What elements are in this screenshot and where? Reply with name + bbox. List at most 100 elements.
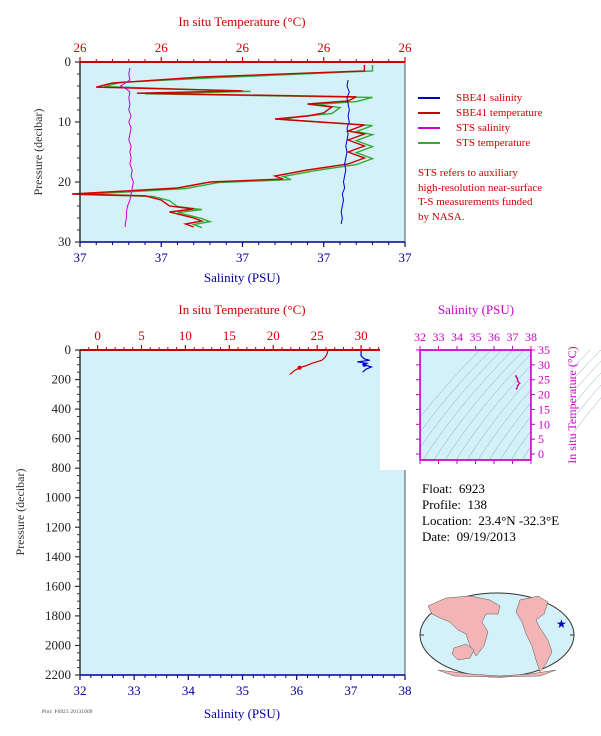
ts-salinity-tick-label: 35: [470, 330, 482, 344]
legend: SBE41 salinity SBE41 temperature STS salin…: [418, 91, 542, 151]
bottom-temperature-tick-label: 25: [311, 328, 324, 343]
note-line: high-resolution near-surface: [418, 181, 543, 194]
ts-salinity-tick-label: 37: [507, 330, 519, 344]
bottom-salinity-tick-label: 38: [399, 683, 412, 698]
ts-temperature-tick-label: 0: [538, 447, 544, 461]
bottom-salinity-tick-label: 33: [128, 683, 141, 698]
ts-density-contour: [444, 349, 536, 461]
top-series-sts-salinity: [119, 67, 134, 227]
top-pressure-axis-title: Pressure (decibar): [31, 109, 45, 196]
float-value: 6923: [458, 481, 485, 496]
float-info: Float: 6923 Profile: 138 Location: 23.4°…: [422, 481, 559, 545]
ts-point: [516, 377, 519, 380]
bottom-salinity-tick-label: 36: [290, 683, 304, 698]
bottom-pressure-tick-label: 1000: [45, 490, 71, 505]
legend-label: STS salinity: [456, 122, 511, 134]
bottom-salinity-tick-label: 32: [74, 683, 87, 698]
top-salinity-tick-label: 37: [155, 250, 169, 265]
legend-label: SBE41 salinity: [456, 92, 523, 104]
ts-salinity-tick-label: 34: [451, 330, 463, 344]
float-location-star: ★: [556, 617, 567, 631]
legend-item: SBE41 salinity: [418, 91, 542, 106]
bottom-axes-group: 0510152025303532333435363738020040060080…: [45, 328, 412, 698]
ts-plot-area: [419, 349, 532, 461]
top-pressure-tick-label: 0: [65, 54, 72, 69]
ts-temperature-tick-label: 25: [538, 373, 550, 387]
top-series-group: [71, 65, 376, 229]
bottom-salinity-tick-label: 34: [182, 683, 196, 698]
ts-temperature-tick-label: 35: [538, 343, 550, 357]
bottom-temperature-tick-label: 15: [223, 328, 236, 343]
top-temperature-axis-title: In situ Temperature (°C): [178, 14, 305, 29]
ts-salinity-tick-label: 38: [525, 330, 537, 344]
bottom-pressure-tick-label: 2000: [45, 637, 71, 652]
ts-salinity-tick-label: 33: [433, 330, 445, 344]
ts-salinity-tick-label: 32: [414, 330, 426, 344]
ts-density-contour: [422, 349, 514, 461]
full-profile-chart: 0510152025303532333435363738020040060080…: [13, 302, 412, 721]
profile-row: Profile: 138: [422, 497, 559, 513]
top-salinity-axis-title: Salinity (PSU): [204, 270, 280, 285]
near-surface-profile-chart: 26 26 26 26 26 37 37 37 37 37 0 10 20 30 In situ Temp…: [31, 14, 412, 285]
ts-point: [515, 375, 518, 378]
legend-swatch: [418, 97, 440, 100]
top-salinity-tick-label: 37: [399, 250, 413, 265]
ts-salinity-tick-label: 36: [488, 330, 500, 344]
top-temperature-tick-label: 26: [74, 40, 88, 55]
top-pressure-tick-label: 20: [58, 174, 71, 189]
bottom-series-group: [289, 350, 374, 375]
top-series-sbe41-temperature: [71, 65, 368, 228]
ts-density-contours: [380, 320, 601, 470]
legend-swatch: [418, 142, 440, 145]
map-land-americas: [515, 595, 553, 673]
ts-point: [518, 382, 521, 385]
top-temperature-tick-label: 26: [155, 40, 169, 55]
bottom-series-sbe41-salinity: [357, 350, 374, 373]
top-salinity-tick-label: 37: [317, 250, 331, 265]
legend-item: SBE41 temperature: [418, 106, 542, 121]
world-map: ★: [419, 592, 575, 678]
ts-point: [517, 380, 520, 383]
bottom-temperature-tick-label: 0: [94, 328, 101, 343]
ts-temperature-axis-title: In situ Temperature (°C): [565, 346, 579, 463]
sts-note: STS refers to auxiliary high-resolution …: [418, 166, 598, 224]
location-value: 23.4°N -32.3°E: [478, 513, 560, 528]
bottom-temperature-tick-label: 5: [138, 328, 145, 343]
plot-footer: Plot: F6923 20131009: [42, 710, 93, 715]
ts-temperature-tick-label: 5: [538, 432, 544, 446]
top-pressure-tick-label: 30: [58, 234, 71, 249]
top-series-sbe41-salinity: [340, 79, 350, 225]
note-line: T-S measurements funded: [418, 196, 533, 208]
legend-swatch: [418, 127, 440, 130]
bottom-temperature-tick-label: 20: [267, 328, 280, 343]
ts-point: [515, 387, 518, 390]
location-label: Location:: [422, 513, 472, 528]
bottom-pressure-tick-label: 1800: [45, 608, 71, 623]
ts-salinity-axis-title: Salinity (PSU): [438, 302, 514, 317]
ts-point: [516, 384, 519, 387]
ts-mask-right: [531, 320, 571, 470]
bottom-temperature-tick-label: 30: [355, 328, 368, 343]
bottom-pressure-tick-label: 0: [65, 342, 72, 357]
location-row: Location: 23.4°N -32.3°E: [422, 513, 559, 529]
legend-item: STS temperature: [418, 136, 542, 151]
float-row: Float: 6923: [422, 481, 559, 497]
top-pressure-tick-label: 10: [58, 114, 71, 129]
date-value: 09/19/2013: [456, 529, 516, 544]
ts-temperature-tick-label: 10: [538, 417, 550, 431]
ts-temperature-tick-label: 20: [538, 388, 550, 402]
legend-label: SBE41 temperature: [456, 107, 543, 119]
map-land-eurasia-africa: [427, 595, 501, 657]
bottom-series-marker: [297, 365, 302, 370]
date-row: Date: 09/19/2013: [422, 529, 559, 545]
bottom-pressure-tick-label: 600: [52, 431, 72, 446]
float-label: Float:: [422, 481, 453, 496]
ts-mask-left: [380, 320, 420, 470]
bottom-temperature-axis-title: In situ Temperature (°C): [178, 302, 305, 317]
ts-temperature-tick-label: 30: [538, 358, 550, 372]
bottom-plot-area: [79, 349, 406, 676]
bottom-pressure-tick-label: 1400: [45, 549, 71, 564]
bottom-pressure-tick-label: 200: [52, 372, 72, 387]
